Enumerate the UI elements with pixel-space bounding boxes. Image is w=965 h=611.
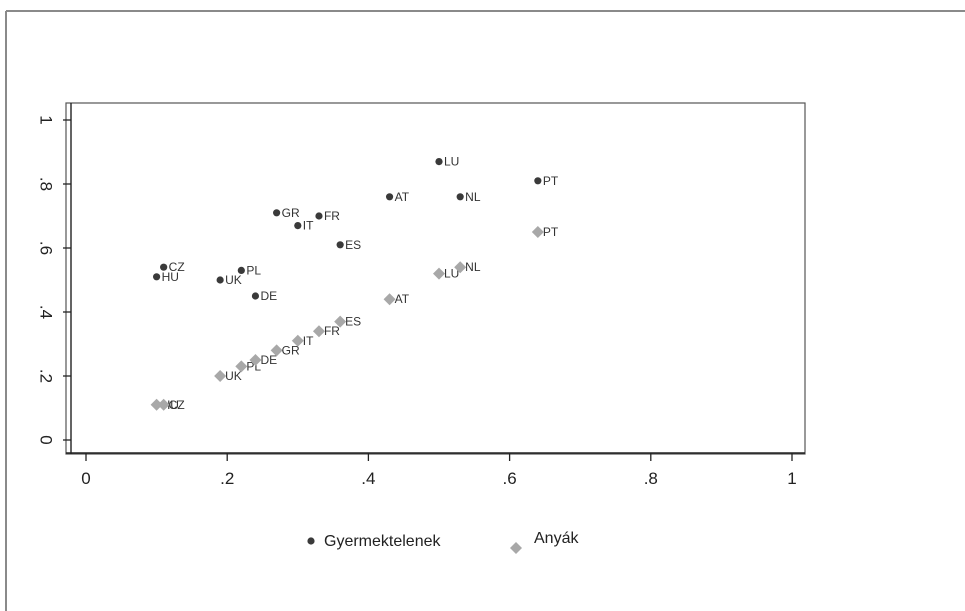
- gyermektelenek-point: [456, 193, 464, 201]
- y-tick-label: 1: [37, 115, 56, 124]
- gyermektelenek-point: [315, 212, 323, 220]
- anyak-point-label: FR: [324, 324, 340, 338]
- gyermektelenek-point-label: CZ: [169, 260, 185, 274]
- gyermektelenek-point-label: PL: [246, 263, 261, 277]
- anyak-point: [291, 334, 304, 347]
- legend: Gyermektelenek Anyák: [307, 530, 579, 554]
- anyak-point: [214, 370, 227, 382]
- y-tick-label: .4: [37, 305, 56, 319]
- x-tick-label: .4: [361, 469, 375, 488]
- anyak-point: [312, 325, 325, 338]
- y-tick-label: .6: [37, 241, 56, 255]
- anyak-point: [150, 398, 163, 411]
- gyermektelenek-point: [237, 266, 245, 274]
- x-tick-label: 0: [81, 469, 90, 488]
- gyermektelenek-point-label: NL: [465, 190, 481, 204]
- x-tick-label: .2: [220, 469, 234, 488]
- gyermektelenek-point: [294, 222, 302, 230]
- gyermektelenek-point-label: HU: [162, 270, 179, 284]
- gyermektelenek-point: [251, 292, 260, 300]
- y-tick-label: .8: [37, 177, 56, 191]
- anyak-point: [454, 261, 467, 274]
- gyermektelenek-point-label: ES: [345, 238, 361, 252]
- y-axis-ticks: 0 .2 .4 .6 .8 1: [37, 115, 71, 445]
- gyermektelenek-point: [273, 209, 281, 217]
- anyak-point-label: ES: [345, 315, 361, 329]
- anyak-point: [270, 344, 283, 357]
- anyak-point-label: NL: [465, 260, 481, 274]
- anyak-point-label: GR: [282, 343, 300, 357]
- gyermektelenek-point-label: FR: [324, 209, 340, 223]
- anyak-point-label: PT: [543, 225, 559, 239]
- gyermektelenek-point-label: PT: [543, 174, 559, 188]
- anyak-point-label: IT: [303, 334, 314, 348]
- legend-anyak-marker: [510, 542, 522, 554]
- gyermektelenek-point-label: IT: [303, 219, 314, 233]
- gyermektelenek-point: [534, 177, 542, 185]
- gyermektelenek-point-label: UK: [225, 273, 242, 287]
- gyermektelenek-point: [153, 273, 161, 281]
- anyak-point: [433, 267, 445, 280]
- x-axis-ticks: 0 .2 .4 .6 .8 1: [81, 453, 797, 488]
- anyak-point-label: CZ: [169, 398, 185, 412]
- legend-gyermektelenek-label: Gyermektelenek: [324, 533, 441, 550]
- gyermektelenek-point: [336, 241, 344, 249]
- gyermektelenek-point: [216, 276, 224, 284]
- gyermektelenek-point: [435, 158, 443, 166]
- anyak-point: [383, 293, 396, 306]
- legend-gyermektelenek-marker: [307, 537, 315, 545]
- anyak-point: [249, 354, 262, 366]
- x-tick-label: 1: [787, 469, 796, 488]
- anyak-point-label: DE: [260, 353, 277, 367]
- gyermektelenek-point-label: DE: [260, 289, 277, 303]
- gyermektelenek-point: [385, 193, 394, 201]
- legend-anyak-label: Anyák: [534, 530, 579, 547]
- anyak-point-label: LU: [444, 267, 459, 281]
- anyak-point: [334, 315, 347, 328]
- anyak-point: [157, 398, 170, 411]
- x-tick-label: .8: [644, 469, 658, 488]
- anyak-point-label: UK: [225, 369, 242, 383]
- gyermektelenek-point-label: AT: [395, 190, 410, 204]
- anyak-point: [531, 226, 544, 238]
- gyermektelenek-point: [160, 263, 168, 271]
- gyermektelenek-point-label: GR: [282, 206, 300, 220]
- anyak-point: [235, 360, 248, 373]
- y-tick-label: 0: [37, 435, 56, 444]
- anyak-point-label: AT: [395, 292, 410, 306]
- gyermektelenek-point-label: LU: [444, 155, 459, 169]
- y-tick-label: .2: [37, 369, 56, 383]
- x-tick-label: .6: [503, 469, 517, 488]
